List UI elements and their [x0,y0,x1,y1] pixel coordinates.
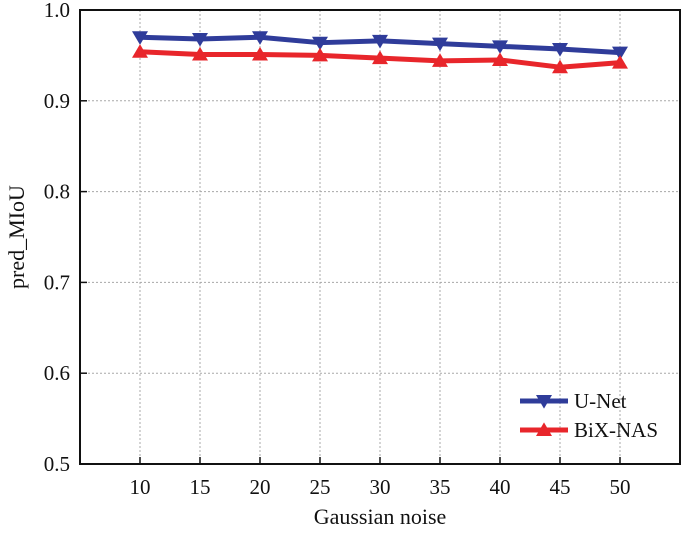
y-tick-label: 0.7 [44,270,70,294]
bix-nas-point [552,59,568,74]
u-net-point [612,46,628,61]
y-tick-labels: 0.5 0.6 0.7 0.8 0.9 1.0 [44,0,70,476]
bix-nas-point [312,47,328,62]
bix-nas-point [192,46,208,61]
y-tick-label: 0.5 [44,452,70,476]
x-tick-label: 35 [430,475,451,499]
legend-label-bix-nas: BiX-NAS [574,418,658,442]
x-tick-label: 30 [370,475,391,499]
y-tick-label: 0.8 [44,180,70,204]
x-tick-label: 40 [490,475,511,499]
u-net-point [432,37,448,52]
legend-label-u-net: U-Net [574,389,627,413]
x-tick-label: 25 [310,475,331,499]
bix-nas-point [492,52,508,66]
series-layer [132,31,628,74]
x-tick-label: 20 [250,475,271,499]
bix-nas-point [132,44,148,58]
x-tick-labels: 10 15 20 25 30 35 40 45 50 [130,475,631,499]
u-net-point [372,34,388,49]
y-axis-label: pred_MIoU [4,185,29,289]
x-tick-label: 45 [550,475,571,499]
u-net-point [192,33,208,47]
bix-nas-point [432,53,448,67]
x-tick-label: 15 [190,475,211,499]
legend-marker-bix-nas [536,422,552,436]
u-net-point [132,31,148,45]
plot-frame [79,9,681,465]
u-net-point [252,31,268,45]
x-axis-label: Gaussian noise [314,504,447,529]
y-tick-label: 0.9 [44,89,70,113]
legend-marker-u-net [536,395,552,409]
u-net-point [552,43,568,57]
u-net-point [492,40,508,54]
x-tick-label: 50 [610,475,631,499]
y-tick-label: 0.6 [44,361,70,385]
bix-nas-point [372,50,388,65]
legend: U-Net BiX-NAS [520,389,658,442]
y-tick-label: 1.0 [44,0,70,22]
u-net-point [312,36,328,51]
x-tick-label: 10 [130,475,151,499]
bix-nas-point [252,46,268,61]
bix-nas-point [612,55,628,69]
